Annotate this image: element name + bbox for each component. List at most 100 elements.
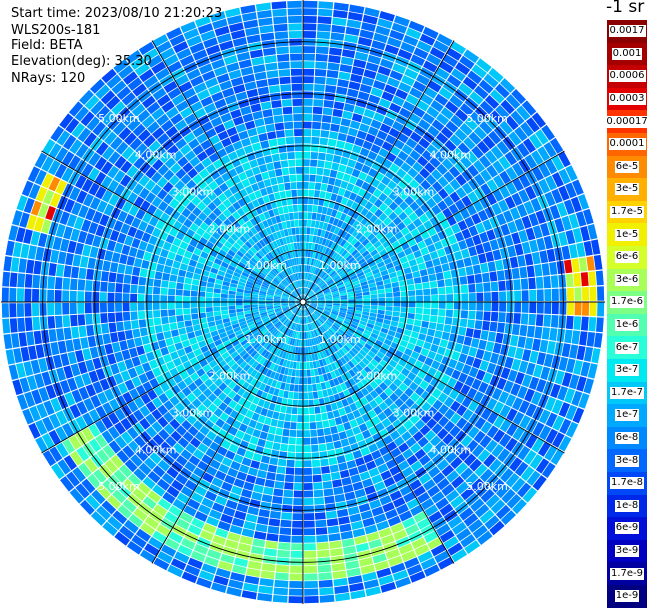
gate-cell (393, 312, 400, 317)
gate-cell (456, 259, 465, 268)
gate-cell (308, 392, 313, 399)
gate-cell (58, 251, 67, 264)
gate-cell (78, 314, 86, 325)
gate-cell (584, 347, 593, 362)
gate-cell (294, 385, 299, 392)
gate-cell (256, 524, 268, 533)
gate-cell (247, 128, 257, 137)
colorbar-cell: 6e-9 (607, 517, 647, 540)
gate-cell (28, 245, 37, 259)
gate-cell (175, 296, 182, 302)
gate-cell (257, 10, 272, 19)
gate-cell (178, 328, 186, 335)
gate-cell (193, 273, 201, 280)
gate-cell (461, 310, 468, 318)
gate-cell (138, 285, 145, 293)
gate-cell (297, 430, 304, 437)
gate-cell (278, 459, 287, 467)
colorbar-cell: 3e-7 (607, 359, 647, 382)
range-ring-label: 1.00km (319, 333, 361, 346)
gate-cell (176, 283, 184, 290)
range-ring-label: 2.00km (209, 222, 251, 235)
gate-cell (349, 514, 361, 523)
gate-cell (413, 326, 421, 333)
gate-cell (243, 296, 250, 299)
gate-cell (2, 319, 10, 334)
gate-cell (333, 487, 343, 495)
gate-cell (420, 327, 428, 334)
gate-cell (193, 324, 201, 331)
gate-cell (146, 278, 154, 286)
gate-cell (521, 278, 529, 289)
gate-cell (117, 264, 125, 274)
gate-cell (303, 91, 313, 98)
gate-cell (213, 307, 220, 312)
gate-cell (82, 245, 91, 257)
gate-cell (316, 421, 323, 429)
gate-cell (330, 548, 343, 556)
gate-cell (121, 245, 130, 255)
gate-cell (185, 320, 193, 327)
gate-cell (281, 436, 289, 444)
gate-cell (290, 566, 303, 573)
gate-cell (229, 309, 236, 313)
gate-cell (315, 406, 321, 413)
gate-cell (328, 139, 337, 147)
gate-cell (409, 302, 416, 307)
gate-cell (442, 332, 450, 341)
gate-cell (313, 99, 323, 107)
gate-cell (100, 282, 108, 292)
gate-cell (280, 153, 288, 161)
gate-cell (312, 122, 321, 129)
gate-cell (590, 302, 597, 316)
gate-cell (266, 163, 274, 171)
gate-cell (295, 144, 303, 151)
gate-cell (290, 61, 302, 68)
gate-cell (50, 250, 59, 263)
gate-cell (154, 318, 162, 326)
colorbar-cell: 0.0001 (607, 133, 647, 156)
gate-cell (279, 69, 291, 77)
gate-cell (454, 343, 463, 352)
gate-cell (378, 302, 385, 306)
gate-cell (278, 62, 290, 70)
gate-cell (168, 296, 175, 303)
gate-cell (432, 337, 440, 345)
gate-cell (71, 327, 79, 339)
gate-cell (100, 303, 107, 313)
gate-cell (214, 288, 221, 293)
gate-cell (328, 55, 341, 63)
colorbar-cell: 0.0017 (607, 20, 647, 43)
gate-cell (276, 428, 283, 436)
gate-cell (324, 488, 334, 496)
colorbar-tick-label: 6e-9 (615, 522, 640, 534)
gate-cell (476, 311, 483, 320)
gate-cell (279, 77, 290, 85)
gate-cell (303, 122, 312, 129)
gate-cell (517, 255, 526, 267)
gate-cell (296, 235, 300, 242)
gate-cell (456, 335, 464, 344)
gate-cell (514, 291, 521, 302)
gate-cell (221, 290, 228, 295)
gate-cell (303, 46, 315, 53)
gate-cell (513, 279, 521, 290)
gate-cell (71, 267, 79, 279)
gate-cell (506, 313, 514, 323)
gate-cell (304, 581, 318, 588)
gate-cell (34, 331, 42, 345)
gate-cell (284, 122, 293, 130)
range-ring-label: 2.00km (356, 370, 398, 383)
gate-cell (116, 322, 124, 332)
gate-cell (431, 295, 438, 302)
gate-cell (415, 314, 423, 321)
gate-cell (25, 317, 33, 331)
gate-cell (318, 572, 332, 580)
gate-cell (168, 309, 175, 316)
gate-cell (347, 89, 359, 98)
gate-cell (347, 159, 356, 168)
gate-cell (73, 338, 82, 350)
gate-cell (101, 323, 109, 334)
gate-cell (325, 192, 332, 200)
gate-cell (130, 303, 137, 311)
